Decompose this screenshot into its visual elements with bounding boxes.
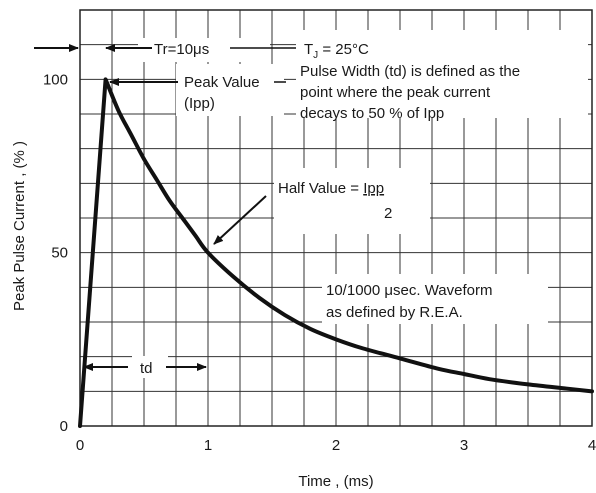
y-tick-label: 100 <box>43 71 68 88</box>
x-tick-label: 1 <box>204 437 212 454</box>
td-label: td <box>140 360 153 377</box>
y-tick-label: 50 <box>51 245 68 262</box>
waveform-note-background <box>322 274 548 324</box>
y-tick-label: 0 <box>60 418 68 435</box>
td-label-background <box>132 356 168 378</box>
pulse-width-note-line2: point where the peak current <box>300 84 491 101</box>
x-tick-labels: 0 1 2 3 4 <box>76 437 596 454</box>
waveform-series-line <box>78 77 594 428</box>
half-value-label: Half Value = Ipp <box>278 180 384 197</box>
x-tick-label: 4 <box>588 437 596 454</box>
junction-temp-subscript: J <box>313 50 318 61</box>
rise-time-label: Tr=10μs <box>154 41 209 58</box>
pulse-width-note-line3: decays to 50 % of Ipp <box>300 105 444 122</box>
y-tick-labels: 0 50 100 <box>43 71 68 435</box>
rise-time-background <box>138 38 270 62</box>
x-tick-label: 2 <box>332 437 340 454</box>
waveform-note-line2: as defined by R.E.A. <box>326 304 463 321</box>
half-value-denominator: 2 <box>384 205 392 222</box>
half-value-numerator: Ipp <box>363 180 384 197</box>
plot-frame <box>79 9 593 427</box>
pulse-width-note-line1: Pulse Width (td) is defined as the <box>300 63 520 80</box>
junction-temp-label: TJ = 25°C <box>304 41 369 61</box>
tj-note-background <box>296 30 588 118</box>
peak-value-label-line2: (Ipp) <box>184 95 215 112</box>
x-tick-label: 3 <box>460 437 468 454</box>
x-axis-title: Time , (ms) <box>298 473 373 490</box>
half-value-background <box>274 168 430 234</box>
junction-temp-symbol: T <box>304 41 313 58</box>
waveform-note-line1: 10/1000 μsec. Waveform <box>326 282 493 299</box>
y-axis-title: Peak Pulse Current , (% ) <box>11 141 28 311</box>
junction-temp-value: = 25°C <box>318 41 369 58</box>
peak-value-background <box>176 64 284 116</box>
half-value-prefix: Half Value = <box>278 180 363 197</box>
x-tick-label: 0 <box>76 437 84 454</box>
half-value-arrow <box>213 195 267 245</box>
peak-value-label-line1: Peak Value <box>184 74 260 91</box>
